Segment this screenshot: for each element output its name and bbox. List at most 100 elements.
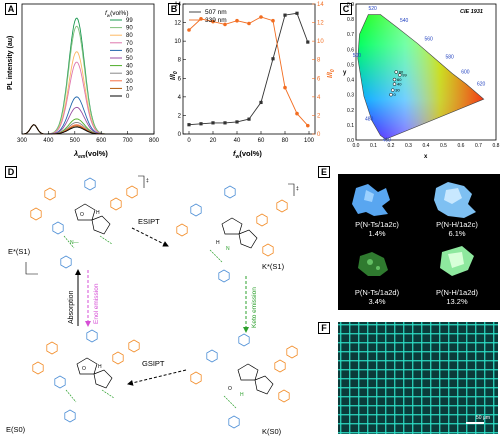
a-xtick-label: 300 (17, 138, 28, 144)
c-wavelength-label: 600 (461, 70, 470, 76)
svg-text:H: H (216, 240, 220, 246)
svg-text:‡: ‡ (146, 178, 149, 184)
sample-4-image (440, 246, 474, 276)
b-point (211, 19, 215, 24)
a-ylabel: PL intensity (au) (7, 36, 14, 90)
panel-e: E P(N-Ts/1a2c) 1.4% (312, 166, 500, 314)
grid-line-h (338, 414, 498, 416)
a-legend-label: 50 (126, 56, 133, 62)
keto-emission-label: Keto emission (251, 287, 258, 328)
svg-text:H: H (240, 392, 244, 398)
c-point-label: 99 (402, 73, 407, 78)
a-legend-label: 20 (126, 79, 133, 85)
b-legend-label: 507 nm (205, 9, 227, 16)
sample-2-caption: P(N-H/1a2c) 6.1% (422, 220, 492, 238)
b-ytick-left: 4 (178, 95, 182, 101)
c-xlabel: x (424, 154, 428, 160)
panel-c-label: C (340, 3, 352, 15)
b-point (295, 111, 299, 116)
b-point (259, 15, 263, 19)
a-legend-label: 30 (126, 71, 133, 77)
grid-line-h (338, 387, 498, 389)
b-ylabel-left: I/I0 (170, 71, 179, 80)
molecule-enol-excited: O H N— ‡ (25, 175, 149, 275)
b-xlabel: fw(vol%) (233, 149, 262, 160)
c-ytick-label: 0.1 (347, 123, 354, 129)
molecule-keto-excited: HN ‡ (176, 183, 299, 283)
b-xtick-label: 40 (234, 138, 241, 144)
a-legend-label: 10 (126, 86, 133, 92)
a-legend-label: 0 (126, 94, 130, 100)
b-ytick-left: 2 (178, 113, 182, 119)
sample-1-image (352, 184, 390, 216)
b-ylabel-right: I/I0 (327, 69, 335, 78)
b-xtick-label: 0 (187, 138, 191, 144)
sample-4-caption: P(N-H/1a2d) 13.2% (422, 288, 492, 306)
absorption-label: Absorption (68, 290, 75, 324)
c-point (392, 77, 397, 82)
c-xtick-label: 0.5 (440, 143, 447, 149)
c-ytick-label: 0.3 (347, 93, 354, 99)
c-xtick-label: 0.6 (458, 143, 465, 149)
b-xtick-label: 100 (304, 138, 315, 144)
a-series-90 (21, 25, 154, 135)
c-xtick-label: 0.2 (388, 143, 395, 149)
b-ytick-right: 4 (317, 95, 321, 101)
a-xtick-label: 600 (96, 138, 107, 144)
b-ytick-right: 8 (317, 58, 321, 64)
panel-d-label: D (5, 166, 17, 178)
c-point-label: 40 (397, 82, 402, 87)
b-point (295, 11, 299, 15)
a-series-99 (21, 17, 154, 135)
c-ytick-label: 0.9 (347, 2, 354, 8)
a-legend-label: 40 (126, 64, 133, 70)
sample-4-value: 13.2% (446, 297, 468, 306)
scale-bar (466, 422, 484, 424)
b-ytick-right: 10 (317, 39, 324, 45)
c-ytick-label: 0.8 (347, 17, 354, 23)
esipt-arrow (131, 227, 169, 247)
gsipt-arrow (127, 369, 187, 386)
a-legend-title: fw(vol%) (105, 10, 128, 18)
a-xtick-label: 800 (149, 138, 160, 144)
b-point (199, 122, 203, 126)
b-ytick-left: 14 (174, 2, 181, 8)
panel-a-label: A (5, 3, 17, 15)
a-legend-label: 60 (126, 48, 133, 54)
sample-3-name: P(N-Ts/1a2d) (354, 288, 400, 297)
panel-f: F 50 μm (312, 318, 500, 438)
b-ytick-left: 0 (178, 132, 182, 138)
c-point-label: 30 (395, 88, 400, 93)
state-es1-label: E*(S1) (8, 247, 31, 256)
b-ytick-right: 14 (317, 2, 324, 8)
grid-line-h (338, 351, 498, 353)
sample-1-caption: P(N-Ts/1a2c) 1.4% (342, 220, 412, 238)
grid-line-h (338, 333, 498, 335)
b-point (187, 123, 191, 127)
b-point (283, 13, 287, 17)
b-ytick-left: 6 (178, 76, 182, 82)
b-xtick-label: 80 (282, 138, 289, 144)
svg-text:H: H (96, 210, 100, 216)
svg-text:‡: ‡ (296, 186, 299, 192)
panel-e-label: E (318, 166, 330, 178)
b-point (211, 121, 215, 125)
a-legend-label: 99 (126, 18, 133, 24)
c-xtick-label: 0.7 (475, 143, 482, 149)
b-point (235, 18, 239, 23)
c-ytick-label: 0.4 (347, 78, 354, 84)
c-wavelength-label: 500 (353, 53, 362, 59)
b-series-line-0 (188, 12, 309, 126)
grid-line-h (338, 324, 498, 326)
c-point (389, 92, 393, 97)
chart-a: 300 400 500 600 700 800 PL intensity (au) λem… (7, 3, 160, 160)
svg-text:H: H (98, 364, 102, 370)
c-wavelength-label: 460 (383, 138, 392, 144)
b-point (306, 123, 310, 128)
esipt-label: ESIPT (138, 217, 160, 226)
sample-3-image (358, 252, 388, 276)
c-wavelength-label: 580 (446, 54, 455, 60)
